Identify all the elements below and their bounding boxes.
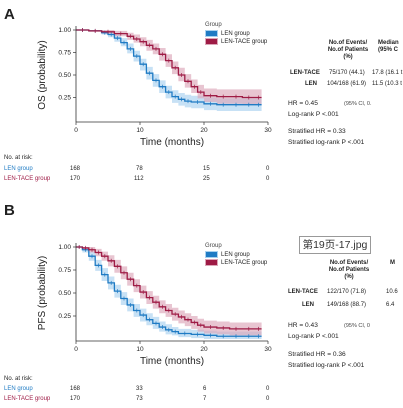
pfs-legend: Group LEN group LEN-TACE group [205,243,267,268]
y-tick-label: 0.75 [58,267,71,274]
stats-header-median: M [390,260,395,266]
survival-curve-len [76,246,262,337]
stats-row-events: 149/168 (88.7) [327,302,367,308]
x-tick-label: 10 [136,127,144,134]
panel-b-letter: B [4,202,15,219]
logrank-text: Log-rank P <.001 [288,111,339,118]
y-tick-label: 0.25 [58,95,71,102]
legend-entry-tace: LEN-TACE group [205,38,267,47]
y-tick-label: 0.75 [58,50,71,57]
stats-row-median: 17.8 (16.1 t [372,70,403,76]
risk-count: 6 [203,386,207,392]
survival-curve-tace [76,246,262,330]
risk-count: 7 [203,396,207,402]
stratified-logrank-text: Stratified log-rank P <.001 [288,362,365,369]
stats-row-label: LEN-TACE [290,70,320,76]
os-risk-title: No. at risk: [4,155,33,161]
risk-count: 0 [266,396,270,402]
x-tick-label: 20 [200,127,208,134]
stats-header-events: No.of Events/ No.of Patients (%) [327,40,369,60]
y-tick-label: 1.00 [58,27,71,34]
hr-text: HR = 0.43 [288,322,318,329]
risk-count: 170 [70,176,81,182]
legend-swatch-len [205,250,218,258]
y-tick-label: 0.50 [58,290,71,297]
risk-count: 15 [203,166,210,172]
risk-count: 0 [266,176,270,182]
stats-row-events: 122/170 (71.8) [327,289,367,295]
stats-header-median: Median (95% C [378,40,399,53]
ci-text: (95% CI, 0. [344,101,372,107]
risk-count: 168 [70,386,81,392]
x-tick-label: 0 [74,127,78,134]
stratified-hr-text: Stratified HR = 0.33 [288,128,346,135]
y-axis-label: OS (probability) [37,40,48,109]
ci-text: (95% CI, 0 [344,323,370,329]
legend-entry-len: LEN group [205,29,267,39]
x-tick-label: 30 [264,346,272,353]
legend-title: Group [205,243,222,249]
risk-count: 170 [70,396,81,402]
x-axis-label: Time (months) [140,137,204,148]
stats-row-label: LEN [305,81,317,87]
risk-count: 168 [70,166,81,172]
stats-row-label: LEN-TACE [288,289,318,295]
os-legend: Group LEN group LEN-TACE group [205,22,267,47]
stats-header-events: No.of Events/ No.of Patients (%) [328,260,370,280]
risk-count: 73 [136,396,143,402]
pfs-risk-label-len: LEN group [4,386,33,392]
stats-row-median: 11.5 (10.3 t [372,81,402,87]
legend-swatch-tace [205,38,218,46]
x-tick-label: 20 [200,346,208,353]
pfs-risk-title: No. at risk: [4,376,33,382]
panel-a-letter: A [4,6,15,23]
y-tick-label: 1.00 [58,244,71,251]
legend-swatch-tace [205,259,218,267]
legend-entry-tace: LEN-TACE group [205,259,267,268]
stats-row-events: 104/168 (61.9) [327,81,367,87]
stats-row-median: 6.4 [386,302,395,308]
legend-swatch-len [205,29,218,37]
os-chart: 0.25 0.50 0.75 1.00 0 10 20 30 Time (months) OS (… [37,26,272,148]
legend-label-tace: LEN-TACE group [221,260,268,267]
x-tick-label: 10 [136,346,144,353]
stats-row-label: LEN [302,302,314,308]
legend-label-len: LEN group [221,30,250,37]
risk-count: 0 [266,386,270,392]
legend-label-len: LEN group [221,251,250,258]
legend-entry-len: LEN group [205,250,267,260]
risk-count: 33 [136,386,143,392]
hr-text: HR = 0.45 [288,100,318,107]
y-tick-label: 0.25 [58,313,71,320]
x-axis-label: Time (months) [140,356,204,367]
stratified-logrank-text: Stratified log-rank P <.001 [288,139,365,146]
filename-watermark: 第19页-17.jpg [299,236,371,254]
risk-count: 78 [136,166,143,172]
ci-band-tace [76,247,262,336]
x-tick-label: 0 [74,346,78,353]
risk-count: 112 [134,176,144,182]
risk-count: 0 [266,166,270,172]
survival-curve-len [76,29,262,106]
os-risk-label-tace: LEN-TACE group [4,176,51,182]
stats-row-median: 10.6 [386,289,398,295]
stratified-hr-text: Stratified HR = 0.36 [288,351,346,358]
logrank-text: Log-rank P <.001 [288,333,339,340]
pfs-risk-label-tace: LEN-TACE group [4,396,51,402]
risk-count: 25 [203,176,210,182]
legend-label-tace: LEN-TACE group [221,39,268,46]
y-tick-label: 0.50 [58,72,71,79]
y-axis-label: PFS (probability) [37,256,48,330]
stats-row-events: 75/170 (44.1) [329,70,365,76]
legend-title: Group [205,22,222,28]
os-risk-label-len: LEN group [4,166,33,172]
x-tick-label: 30 [264,127,272,134]
